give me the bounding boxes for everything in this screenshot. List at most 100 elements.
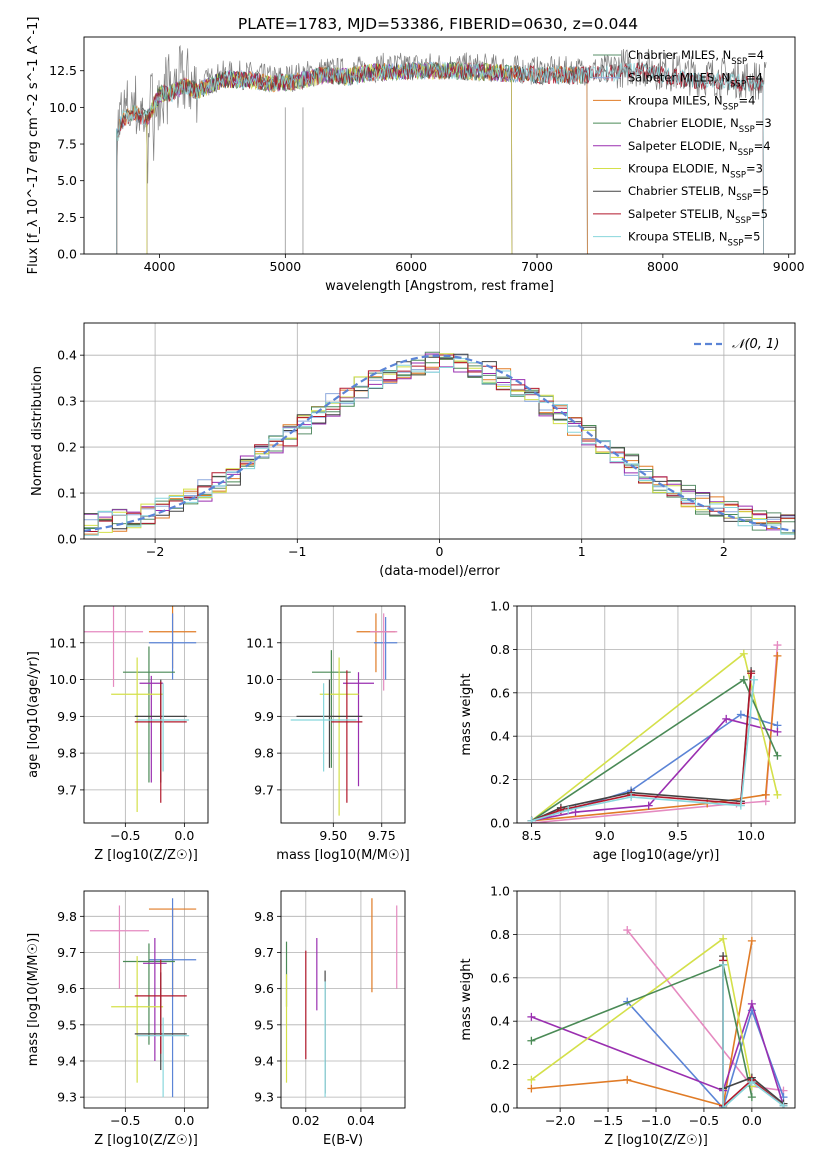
spectrum-frame	[83, 36, 796, 255]
massweight-vs-Z-marker-8	[719, 960, 728, 969]
massweight-vs-age-marker-3	[644, 801, 653, 810]
spectrum-ytick-label: 10.0	[49, 100, 77, 115]
massweight-vs-age-ytick-label: 1.0	[490, 599, 510, 614]
mass-vs-Z-frame	[83, 890, 209, 1109]
massweight-vs-Z-marker-0	[623, 926, 632, 935]
massweight-vs-age-ytick-label: 0.8	[490, 642, 510, 657]
mass-vs-Z-ylabel: mass [log10(M/M☉)]	[26, 933, 41, 1066]
residuals-ytick-label: 0.2	[57, 440, 77, 455]
age-vs-mass-ytick-label: 9.8	[254, 746, 274, 761]
mass-vs-Z-ytick-label: 9.6	[57, 981, 77, 996]
age-vs-Z-ytick-label: 9.8	[57, 746, 77, 761]
mass-vs-EBV-ytick-label: 9.7	[254, 945, 274, 960]
massweight-vs-age-xtick-label: 10.0	[737, 828, 765, 843]
mass-vs-Z-plot-area	[84, 891, 208, 1108]
spectrum-ylabel: Flux [f_λ 10^-17 erg cm^-2 s^-1 A^-1]	[26, 17, 41, 275]
age-vs-mass-points	[290, 613, 398, 816]
massweight-vs-age-frame	[516, 605, 796, 824]
massweight-vs-age-ytick-label: 0.2	[490, 772, 510, 787]
massweight-vs-Z-marker-4	[719, 934, 728, 943]
massweight-vs-age-marker-2	[761, 790, 770, 799]
massweight-vs-age-marker-8	[527, 816, 536, 823]
model-spectrum-8	[116, 61, 764, 254]
age-vs-Z-xlabel: Z [log10(Z/Z☉)]	[94, 848, 198, 863]
residual-histograms	[84, 351, 795, 537]
residuals-ytick-label: 0.3	[57, 394, 77, 409]
normal-curve	[84, 354, 795, 532]
massweight-vs-age-marker-5	[739, 675, 748, 684]
massweight-vs-Z-marker-4	[527, 1075, 536, 1084]
mass-vs-EBV-ytick-label: 9.8	[254, 909, 274, 924]
massweight-vs-Z-ytick-label: 0.0	[490, 1101, 510, 1116]
mass-vs-EBV-ytick-label: 9.5	[254, 1017, 274, 1032]
mass-vs-Z-points	[89, 898, 197, 1098]
massweight-vs-age-ylabel: mass weight	[459, 673, 474, 755]
age-vs-Z-xtick-label: 0.0	[174, 828, 194, 843]
massweight-vs-Z-ytick-label: 0.2	[490, 1057, 510, 1072]
massweight-vs-age-marker-8	[627, 792, 636, 801]
age-vs-mass-xtick-label: 9.75	[368, 828, 396, 843]
mass-vs-Z-xtick-label: 0.0	[174, 1113, 194, 1128]
mass-vs-EBV-ytick-label: 9.6	[254, 981, 274, 996]
mass-vs-EBV-xtick-label: 0.04	[347, 1113, 375, 1128]
mass-vs-Z-axes	[80, 891, 208, 1112]
residuals-ylabel: Normed distribution	[30, 366, 45, 496]
residuals-frame	[83, 322, 796, 540]
massweight-vs-Z-ytick-label: 0.6	[490, 970, 510, 985]
massweight-vs-Z-marker-5	[527, 1036, 536, 1045]
massweight-vs-Z-marker-8	[719, 1104, 728, 1108]
figure-title: PLATE=1783, MJD=53386, FIBERID=0630, z=0…	[238, 15, 638, 33]
massweight-vs-Z-ytick-label: 0.4	[490, 1014, 510, 1029]
mass-vs-EBV-ytick-label: 9.3	[254, 1090, 274, 1105]
residual-hist-8	[84, 358, 795, 536]
spectrum-ytick-label: 5.0	[57, 173, 77, 188]
mass-vs-EBV-frame	[280, 890, 406, 1109]
age-vs-mass-plot-area	[281, 606, 405, 823]
residuals-ytick-label: 0.1	[57, 486, 77, 501]
mass-vs-Z-ytick-label: 9.5	[57, 1017, 77, 1032]
residuals-xtick-label: 0	[436, 544, 444, 559]
mass-vs-EBV-plot-area	[281, 891, 405, 1108]
mass-vs-EBV-xlabel: E(B-V)	[323, 1133, 363, 1148]
age-vs-mass-ytick-label: 10.0	[246, 672, 274, 687]
age-vs-mass-frame	[280, 605, 406, 824]
residuals-xtick-label: 2	[720, 544, 728, 559]
mass-vs-Z-ytick-label: 9.8	[57, 909, 77, 924]
spectrum-ytick-label: 0.0	[57, 247, 77, 262]
massweight-vs-Z-marker-2	[747, 936, 756, 945]
massweight-vs-Z-marker-5	[747, 1093, 756, 1102]
age-vs-Z-ylabel: age [log10(age/yr)]	[26, 651, 41, 778]
massweight-vs-age-plot-area	[517, 606, 795, 823]
massweight-vs-Z-marker-2	[623, 1075, 632, 1084]
massweight-vs-Z-xtick-label: −2.0	[545, 1113, 575, 1128]
spectrum-xtick-label: 7000	[521, 259, 553, 274]
residuals-xtick-label: 1	[578, 544, 586, 559]
spectrum-xtick-label: 6000	[395, 259, 427, 274]
massweight-vs-age-marker-2	[773, 651, 782, 660]
spectrum-ytick-label: 12.5	[49, 63, 77, 78]
massweight-vs-Z-xtick-label: 0.0	[742, 1113, 762, 1128]
mass-vs-Z-ytick-label: 9.7	[57, 945, 77, 960]
spectrum-xtick-label: 9000	[773, 259, 805, 274]
age-vs-mass-xlabel: mass [log10(M/M☉)]	[276, 848, 409, 863]
massweight-vs-age-ytick-label: 0.4	[490, 729, 510, 744]
massweight-vs-Z-xlabel: Z [log10(Z/Z☉)]	[604, 1133, 708, 1148]
massweight-vs-age-ytick-label: 0.6	[490, 685, 510, 700]
massweight-vs-Z-frame	[516, 890, 796, 1109]
age-vs-mass-xtick-label: 9.50	[319, 828, 347, 843]
spectrum-xtick-label: 4000	[144, 259, 176, 274]
mass-vs-Z-ytick-label: 9.4	[57, 1053, 77, 1068]
massweight-vs-Z-line-8	[722, 964, 784, 1108]
massweight-vs-Z-marker-8	[779, 1101, 788, 1108]
mass-vs-Z-ytick-label: 9.3	[57, 1090, 77, 1105]
age-vs-mass-ytick-label: 9.7	[254, 782, 274, 797]
massweight-vs-age-marker-3	[773, 727, 782, 736]
massweight-vs-Z-series	[527, 926, 788, 1108]
massweight-vs-Z-xtick-label: −0.5	[689, 1113, 719, 1128]
age-vs-Z-frame	[83, 605, 209, 824]
spectrum-xtick-label: 8000	[647, 259, 679, 274]
massweight-vs-age-marker-4	[773, 790, 782, 799]
age-vs-mass-ytick-label: 9.9	[254, 709, 274, 724]
residuals-xlabel: (data-model)/error	[379, 564, 500, 579]
